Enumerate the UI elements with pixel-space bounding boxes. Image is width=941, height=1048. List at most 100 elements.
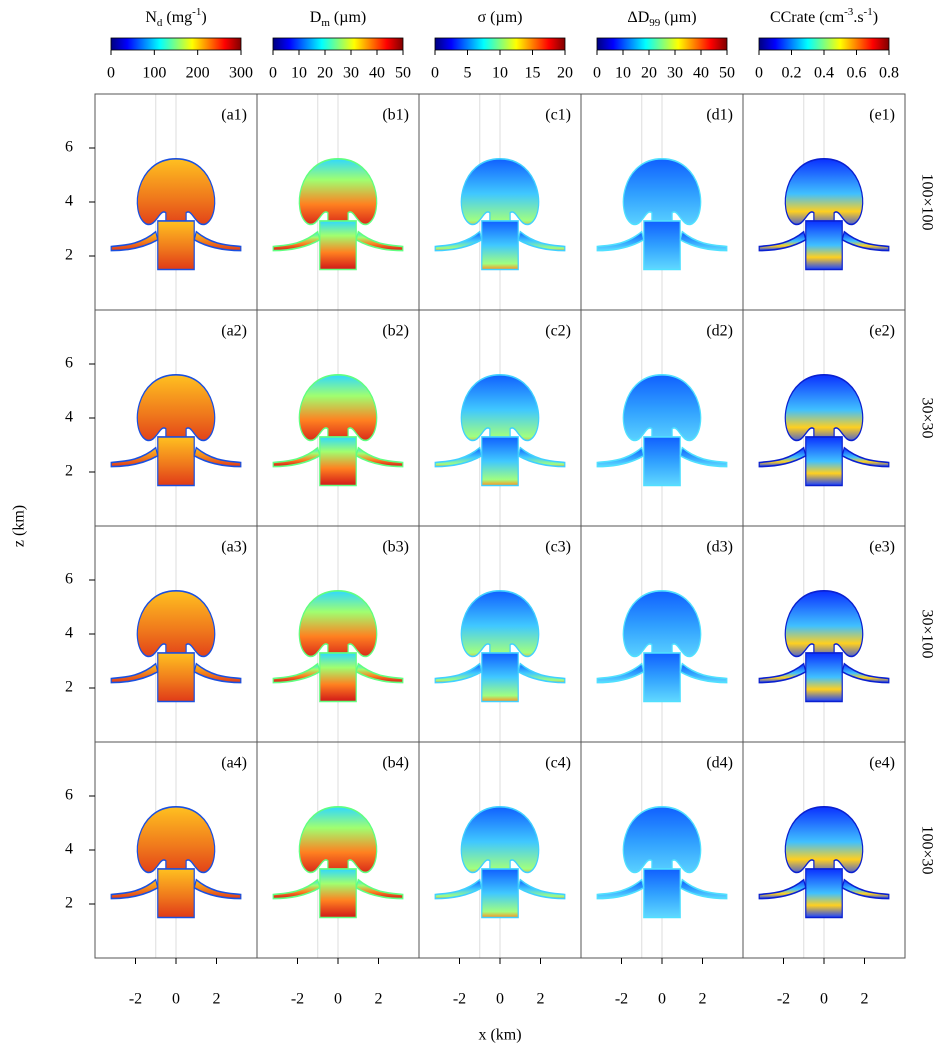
y-tick-label: 2 <box>65 895 73 912</box>
colorbar-tick-label: 40 <box>369 65 385 82</box>
panel-label: (a1) <box>221 107 247 124</box>
cloud-field <box>759 375 889 486</box>
cloud-shape <box>806 437 842 486</box>
panel-label: (a2) <box>221 323 247 340</box>
colorbar-tick-label: 0.6 <box>847 65 867 82</box>
cloud-shape <box>644 653 680 702</box>
cloud-shape <box>680 448 727 467</box>
y-tick-label: 4 <box>65 841 73 858</box>
cloud-shape <box>644 437 680 486</box>
cloud-shape <box>461 375 538 445</box>
cloud-shape <box>759 664 806 683</box>
colorbar-tick-label: 0.8 <box>879 65 899 82</box>
cloud-field <box>111 807 241 918</box>
cloud-shape <box>842 880 889 899</box>
cloud-field <box>435 807 565 918</box>
cloud-shape <box>194 448 241 467</box>
x-tick-label: 0 <box>820 991 828 1008</box>
x-tick-label: -2 <box>129 991 142 1008</box>
cloud-field <box>111 375 241 486</box>
cloud-shape <box>158 653 194 702</box>
cloud-shape <box>299 159 376 229</box>
x-tick-label: 2 <box>213 991 221 1008</box>
panel-label: (d1) <box>706 107 733 124</box>
colorbar-tick-label: 300 <box>229 65 253 82</box>
title-part: D <box>310 9 322 26</box>
cloud-shape <box>842 232 889 251</box>
cloud-shape <box>273 448 320 467</box>
y-tick-label: 4 <box>65 409 73 426</box>
cloud-shape <box>461 591 538 661</box>
cloud-field <box>273 159 403 270</box>
cloud-shape <box>320 437 356 486</box>
colorbar-tick-label: 20 <box>557 65 573 82</box>
panel-label: (e1) <box>869 107 895 124</box>
row-label: 30×30 <box>918 397 935 438</box>
cloud-shape <box>482 437 518 486</box>
x-tick-label: 0 <box>334 991 342 1008</box>
x-axis-label: x (km) <box>478 1027 521 1044</box>
colorbar-tick-label: 50 <box>719 65 735 82</box>
x-tick-label: -2 <box>777 991 790 1008</box>
colorbar-title: Nd (mg-1) <box>145 6 206 29</box>
cloud-shape <box>137 807 214 877</box>
cloud-shape <box>806 221 842 270</box>
cloud-shape <box>320 653 356 702</box>
panel-label: (c2) <box>545 323 571 340</box>
colorbar <box>111 38 241 50</box>
x-tick-label: 2 <box>375 991 383 1008</box>
colorbar-tick-label: 200 <box>186 65 210 82</box>
cloud-shape <box>435 448 482 467</box>
cloud-shape <box>194 664 241 683</box>
title-part: (mg <box>162 9 192 26</box>
row-label: 100×100 <box>918 173 935 230</box>
x-tick-label: 0 <box>496 991 504 1008</box>
colorbar-tick-label: 0 <box>755 65 763 82</box>
cloud-shape <box>785 591 862 661</box>
title-part: σ (µm) <box>478 9 523 26</box>
title-part: 99 <box>649 17 661 29</box>
colorbar-tick-label: 20 <box>317 65 333 82</box>
colorbar-tick-label: 40 <box>693 65 709 82</box>
panel-label: (d3) <box>706 539 733 556</box>
cloud-shape <box>482 653 518 702</box>
cloud-shape <box>597 664 644 683</box>
title-part: -1 <box>864 6 873 18</box>
colorbar-tick-label: 5 <box>464 65 472 82</box>
cloud-field <box>759 159 889 270</box>
colorbar-title: Dm (µm) <box>310 9 366 29</box>
colorbar-tick-label: 0 <box>431 65 439 82</box>
colorbar-tick-label: 0.4 <box>814 65 834 82</box>
colorbar-tick-label: 100 <box>142 65 166 82</box>
colorbar <box>597 38 727 50</box>
colorbar-tick-label: 50 <box>395 65 411 82</box>
cloud-field <box>111 159 241 270</box>
title-part: ΔD <box>627 9 649 26</box>
x-tick-label: 0 <box>658 991 666 1008</box>
x-tick-label: -2 <box>615 991 628 1008</box>
title-part: ) <box>201 9 206 26</box>
cloud-shape <box>597 232 644 251</box>
cloud-shape <box>759 232 806 251</box>
cloud-shape <box>273 232 320 251</box>
title-part: .s <box>853 9 863 26</box>
colorbar-tick-label: 30 <box>343 65 359 82</box>
x-tick-label: -2 <box>453 991 466 1008</box>
cloud-shape <box>518 232 565 251</box>
cloud-field <box>273 807 403 918</box>
cloud-shape <box>759 880 806 899</box>
cloud-field <box>435 591 565 702</box>
panel-label: (a3) <box>221 539 247 556</box>
cloud-shape <box>644 869 680 918</box>
x-tick-label: -2 <box>291 991 304 1008</box>
colorbar-tick-label: 10 <box>615 65 631 82</box>
cloud-field <box>273 591 403 702</box>
cloud-shape <box>785 159 862 229</box>
y-tick-label: 4 <box>65 193 73 210</box>
cloud-shape <box>623 375 700 445</box>
cloud-shape <box>158 437 194 486</box>
cloud-shape <box>111 664 158 683</box>
cloud-field <box>111 591 241 702</box>
row-label: 100×30 <box>918 825 935 874</box>
cloud-shape <box>518 448 565 467</box>
